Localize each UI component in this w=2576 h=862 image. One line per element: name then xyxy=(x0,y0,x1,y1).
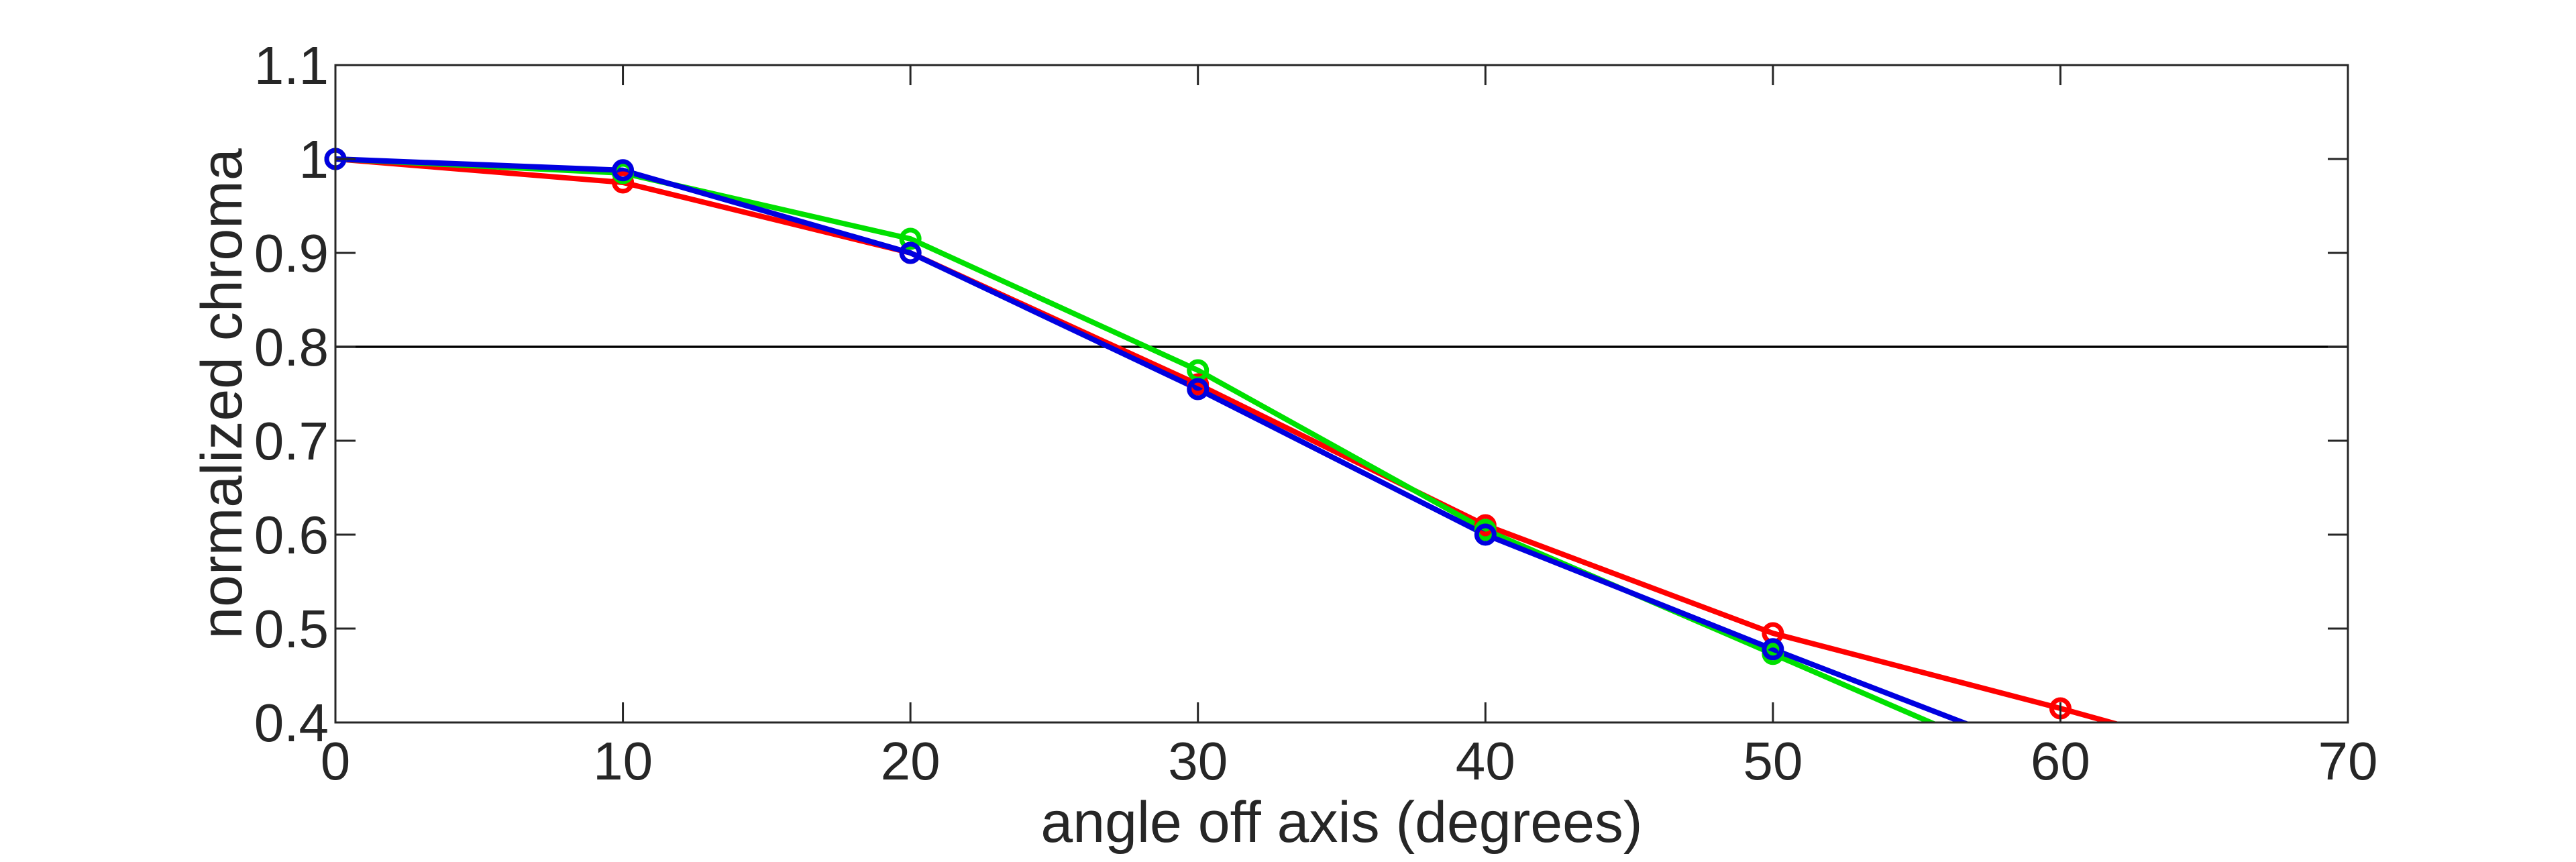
series-line-0 xyxy=(335,156,2122,722)
y-tick-label: 0.8 xyxy=(254,317,329,377)
x-axis-label: angle off axis (degrees) xyxy=(1040,790,1642,855)
tick-label-layer: 0 10 20 30 40 50 60 70 0.4 0.5 0.6 0.7 0.8 0.9 1 1.1 xyxy=(254,36,2378,791)
y-tick-label: 0.6 xyxy=(254,505,329,565)
x-tick-label: 50 xyxy=(1743,731,1803,791)
data-point xyxy=(612,171,635,194)
y-tick-label: 1 xyxy=(299,129,329,189)
y-tick-label: 0.4 xyxy=(254,693,329,753)
x-tick-label: 40 xyxy=(1456,731,1515,791)
data-point xyxy=(1762,638,1784,661)
y-tick-label: 0.7 xyxy=(254,411,329,471)
data-point xyxy=(612,159,635,182)
data-point xyxy=(1474,523,1497,546)
y-tick-label: 1.1 xyxy=(254,36,329,95)
data-point xyxy=(1187,378,1210,400)
data-point xyxy=(899,241,922,264)
x-tick-label: 70 xyxy=(2318,731,2378,791)
series-line-2 xyxy=(335,156,1971,722)
x-tick-label: 60 xyxy=(2031,731,2090,791)
plot-background xyxy=(335,65,2348,722)
y-axis-label: normalized chroma xyxy=(190,148,254,639)
x-tick-label: 10 xyxy=(593,731,653,791)
plot-frame xyxy=(334,64,2349,724)
x-tick-label: 30 xyxy=(1168,731,1228,791)
tick-layer xyxy=(334,64,2349,724)
x-tick-label: 20 xyxy=(881,731,941,791)
y-tick-label: 0.9 xyxy=(254,223,329,283)
x-tick-label: 0 xyxy=(321,731,351,791)
y-tick-label: 0.5 xyxy=(254,599,329,659)
data-point xyxy=(899,227,922,250)
